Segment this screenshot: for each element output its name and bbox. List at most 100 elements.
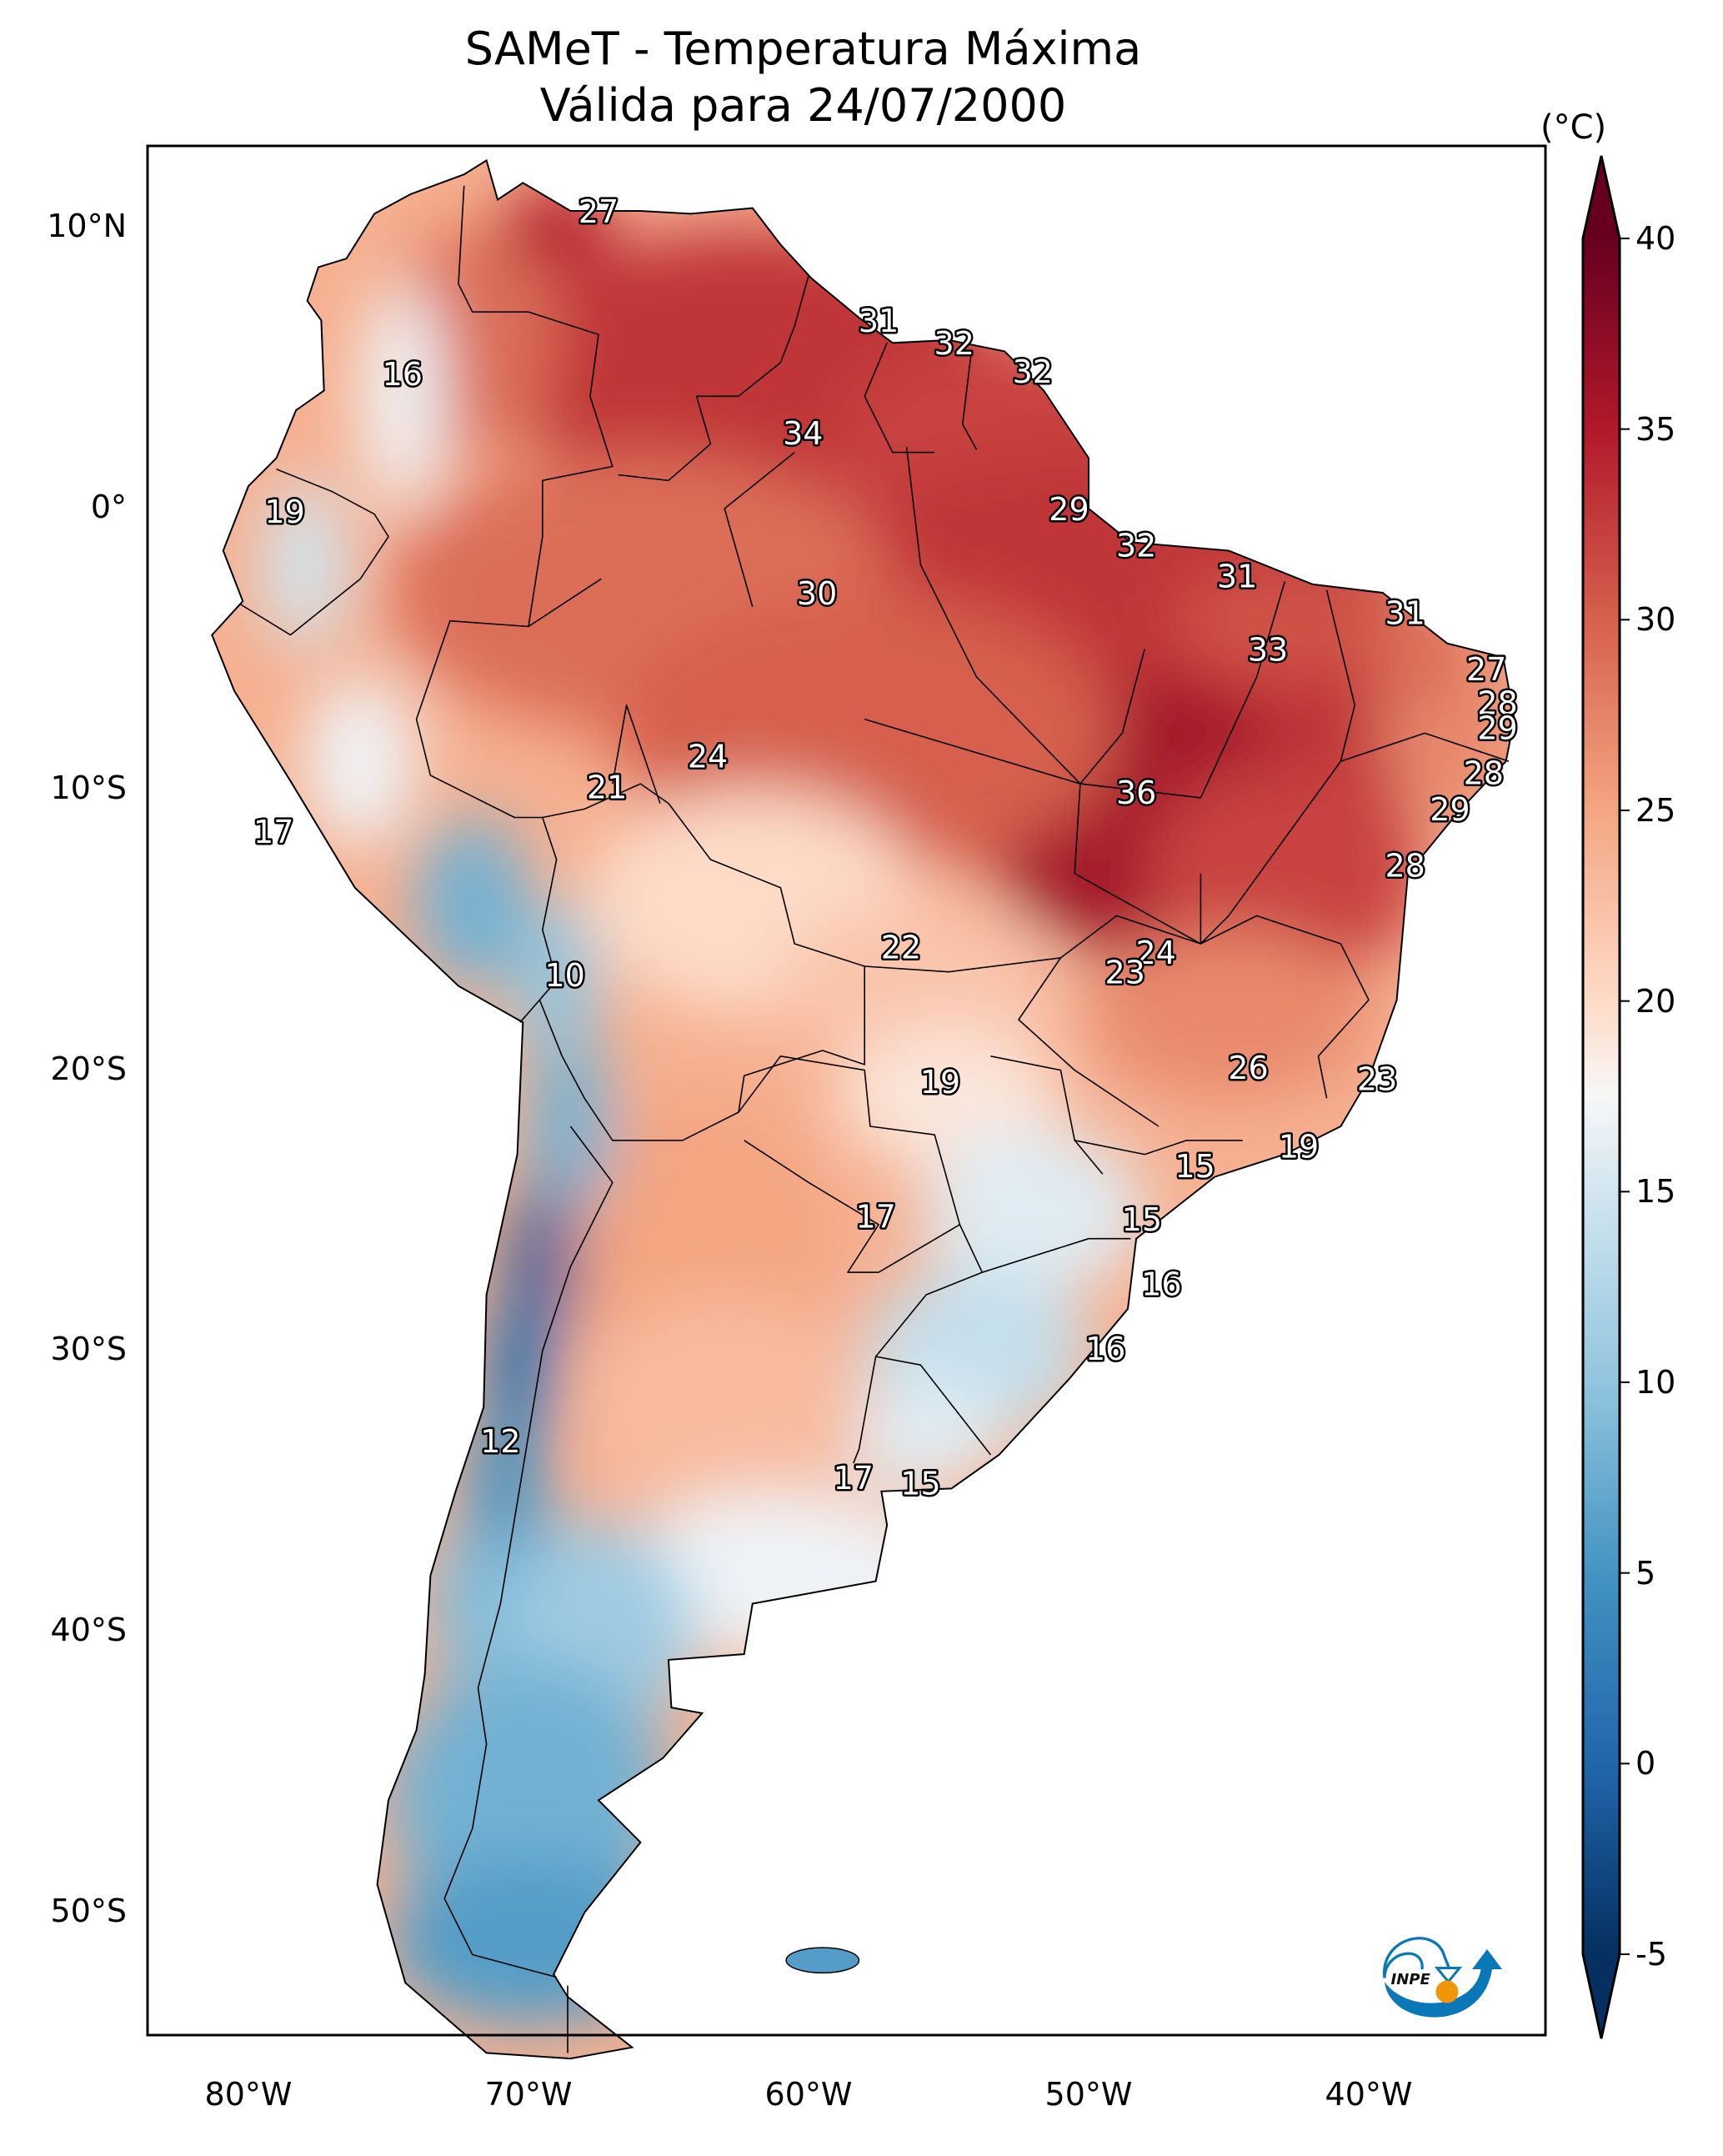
border-line bbox=[1074, 1140, 1243, 1156]
lat-tick-label: 40°S bbox=[50, 1612, 127, 1649]
falkland-islands bbox=[785, 1947, 860, 1974]
temperature-label: 29 bbox=[1477, 710, 1517, 747]
temperature-label: 16 bbox=[383, 356, 423, 393]
lon-tick-label: 50°W bbox=[1044, 2076, 1133, 2113]
temperature-label: 15 bbox=[900, 1466, 940, 1502]
temperature-region bbox=[780, 901, 1061, 1070]
colorbar-extend-min bbox=[1583, 1954, 1620, 2038]
temperature-label: 28 bbox=[1464, 755, 1504, 791]
map-title-line2: Válida para 24/07/2000 bbox=[539, 79, 1067, 132]
temperature-label: 17 bbox=[253, 814, 293, 850]
lon-tick-label: 60°W bbox=[764, 2076, 853, 2113]
temperature-label: 27 bbox=[579, 193, 619, 230]
temperature-region bbox=[1089, 930, 1369, 1099]
logo-sun-icon bbox=[1435, 1980, 1459, 2003]
colorbar-tick-label: 25 bbox=[1635, 792, 1676, 829]
colorbar-tick-label: 15 bbox=[1635, 1173, 1676, 1211]
border-line bbox=[1018, 915, 1201, 1127]
temperature-region bbox=[304, 677, 417, 846]
border-line bbox=[864, 342, 935, 454]
temperature-label: 24 bbox=[1135, 935, 1175, 971]
colorbar-tick-label: 30 bbox=[1635, 601, 1676, 639]
lat-tick-label: 10°N bbox=[47, 208, 127, 245]
colorbar-tick-label: -5 bbox=[1635, 1936, 1667, 1973]
temperature-label: 15 bbox=[1122, 1201, 1162, 1238]
temperature-region bbox=[920, 1126, 1145, 1296]
temperature-region bbox=[584, 1295, 865, 1520]
temperature-label: 15 bbox=[1175, 1148, 1215, 1185]
temperature-label: 21 bbox=[587, 769, 627, 805]
temperature-label: 36 bbox=[1116, 775, 1156, 811]
temperature-label: 29 bbox=[1430, 791, 1470, 828]
temperature-label: 32 bbox=[1013, 353, 1053, 390]
temperature-label: 23 bbox=[1357, 1061, 1397, 1098]
temperature-region bbox=[528, 1041, 613, 1211]
border-line bbox=[612, 704, 661, 804]
temperature-label: 33 bbox=[1248, 631, 1288, 668]
border-line bbox=[618, 275, 809, 482]
temperature-label: 12 bbox=[480, 1423, 520, 1460]
temperature-label: 17 bbox=[834, 1460, 874, 1497]
temperature-label: 27 bbox=[1466, 651, 1506, 688]
temperature-label: 32 bbox=[1116, 528, 1156, 564]
border-line bbox=[1074, 649, 1202, 945]
temperature-label: 31 bbox=[859, 303, 899, 339]
temperature-label: 31 bbox=[1385, 594, 1425, 631]
temperature-region bbox=[836, 1379, 1005, 1492]
lat-tick-label: 30°S bbox=[50, 1331, 127, 1368]
temperature-region bbox=[514, 901, 599, 1070]
temperature-label: 16 bbox=[1141, 1266, 1181, 1302]
lat-tick-label: 50°S bbox=[50, 1893, 127, 1929]
temperature-label: 10 bbox=[545, 957, 585, 994]
border-line bbox=[538, 783, 865, 1141]
temperature-label: 34 bbox=[783, 415, 823, 452]
map-title-line1: SAMeT - Temperatura Máxima bbox=[464, 23, 1142, 75]
border-line bbox=[990, 1055, 1104, 1175]
temperature-label: 31 bbox=[1217, 559, 1257, 595]
temperature-label: 32 bbox=[934, 325, 974, 362]
temperature-label: 16 bbox=[1085, 1331, 1125, 1367]
border-line bbox=[1200, 915, 1370, 1099]
lat-tick-label: 10°S bbox=[50, 769, 127, 806]
border-line bbox=[458, 185, 614, 627]
colorbar-tick-label: 10 bbox=[1635, 1364, 1676, 1401]
logo-down-arrow-icon bbox=[1434, 1967, 1463, 1984]
logo-swirl-outer bbox=[1383, 1937, 1451, 1978]
lat-tick-label: 20°S bbox=[50, 1050, 127, 1087]
temperature-region bbox=[430, 1519, 515, 1688]
temperature-label: 28 bbox=[1477, 684, 1517, 721]
temperature-label: 29 bbox=[1049, 491, 1089, 528]
colorbar-tick-label: 5 bbox=[1635, 1554, 1656, 1592]
colorbar-tick-label: 0 bbox=[1635, 1745, 1656, 1782]
temperature-label: 30 bbox=[797, 575, 837, 612]
temperature-label: 23 bbox=[1105, 955, 1145, 991]
border-line bbox=[1325, 589, 1355, 762]
border-line bbox=[1200, 581, 1285, 799]
temperature-label: 19 bbox=[265, 494, 305, 530]
colorbar bbox=[1581, 155, 1630, 2039]
border-line bbox=[853, 1224, 984, 1464]
logo-up-arrow-icon bbox=[1385, 1949, 1502, 2018]
border-line bbox=[415, 619, 558, 1023]
lon-tick-label: 70°W bbox=[484, 2076, 573, 2113]
colorbar-unit-label: (°C) bbox=[1540, 108, 1607, 147]
colorbar-tick-label: 35 bbox=[1635, 410, 1676, 448]
colorbar-extend-max bbox=[1583, 156, 1620, 238]
logo-swirl-inner bbox=[1383, 1952, 1424, 1978]
border-line bbox=[443, 1126, 614, 1978]
border-line bbox=[239, 469, 389, 636]
border-line bbox=[528, 578, 602, 628]
temperature-label: 19 bbox=[920, 1064, 960, 1101]
temperature-label: 19 bbox=[1279, 1128, 1319, 1165]
colorbar-gradient bbox=[1583, 238, 1620, 1954]
border-line bbox=[724, 451, 795, 608]
inpe-logo: INPE bbox=[1383, 1937, 1502, 2018]
temperature-label: 22 bbox=[881, 929, 921, 965]
map-frame bbox=[146, 144, 1547, 2037]
lon-tick-label: 80°W bbox=[204, 2076, 293, 2113]
land-temperature-field bbox=[211, 158, 1515, 2060]
temperature-label: 17 bbox=[855, 1199, 895, 1236]
lat-tick-label: 0° bbox=[90, 489, 127, 525]
